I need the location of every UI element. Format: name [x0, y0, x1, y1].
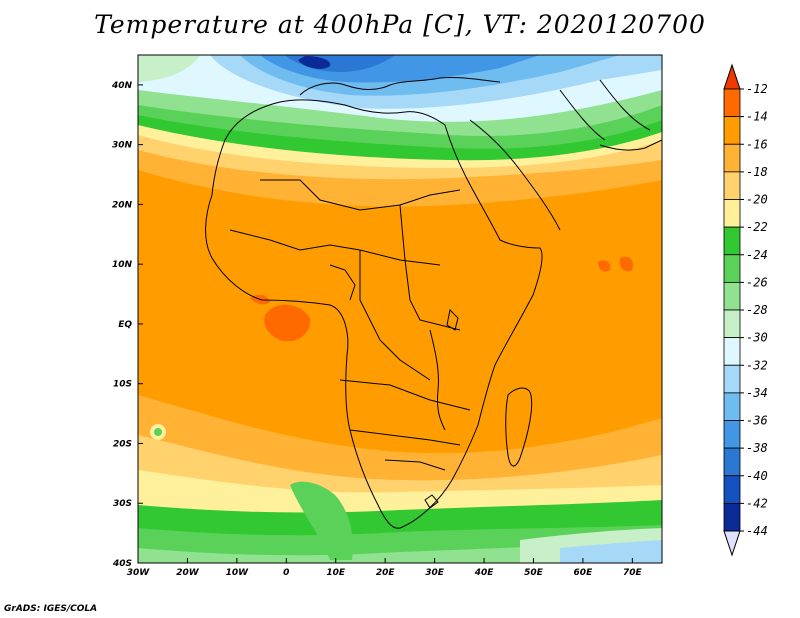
colorbar-swatch	[723, 392, 741, 421]
x-tick-label: 40E	[474, 568, 495, 578]
colorbar-label: -40	[746, 469, 768, 483]
colorbar-label: -44	[746, 524, 768, 538]
y-tick-label: 30N	[112, 141, 133, 151]
temperature-field	[138, 55, 662, 563]
colorbar-swatch	[723, 309, 741, 339]
latitude-axis: 40N 30N 20N 10N EQ 10S 20S 30S 40S	[111, 81, 143, 569]
colorbar-swatch	[723, 116, 741, 145]
x-tick-label: 70E	[623, 568, 643, 578]
y-tick-label: 40S	[112, 559, 132, 569]
colorbar-swatch	[723, 281, 741, 311]
colorbar-label: -32	[746, 358, 768, 372]
coastlines	[205, 77, 662, 529]
colorbar-swatch	[723, 364, 741, 394]
colorbar: -12 -14 -16 -18 -20 -22 -24 -26 -28 -30 -32 -34 -36 -…	[723, 63, 768, 557]
colorbar-swatch	[723, 143, 741, 173]
colorbar-bottom-arrow	[723, 530, 741, 557]
colorbar-swatch	[723, 171, 741, 200]
colorbar-swatch	[723, 420, 741, 449]
colorbar-swatch	[723, 475, 741, 504]
colorbar-label: -16	[746, 137, 768, 151]
colorbar-label: -20	[746, 193, 768, 207]
colorbar-swatch	[723, 88, 741, 118]
map-title: Temperature at 400hPa [C], VT: 202012070…	[94, 10, 706, 39]
footer-credit: GrADS: IGES/COLA	[4, 604, 98, 614]
colorbar-label: -34	[746, 386, 768, 400]
y-tick-label: 30S	[113, 499, 132, 509]
colorbar-label: -24	[746, 248, 768, 262]
longitude-axis: 30W 20W 10W 0 10E 20E 30E 40E 50E 60E 70E	[127, 558, 643, 578]
x-tick-label: 50E	[524, 568, 544, 578]
colorbar-label: -22	[746, 220, 768, 234]
colorbar-label: -30	[746, 331, 768, 345]
colorbar-swatch	[723, 502, 741, 532]
colorbar-swatch	[723, 337, 741, 366]
y-tick-label: 20N	[112, 200, 133, 210]
x-tick-label: 20E	[376, 568, 396, 578]
colorbar-top-arrow	[723, 63, 741, 90]
y-tick-label: 10N	[112, 260, 133, 270]
colorbar-label: -42	[746, 496, 768, 510]
y-tick-label: 40N	[111, 81, 133, 91]
y-tick-label: 20S	[113, 439, 132, 449]
map-frame	[137, 54, 663, 564]
colorbar-swatch	[723, 254, 741, 283]
x-tick-label: 20W	[176, 568, 200, 578]
x-tick-label: 10W	[226, 568, 250, 578]
colorbar-label: -28	[746, 303, 768, 317]
x-tick-label: 30W	[127, 568, 151, 578]
colorbar-swatch	[723, 226, 741, 256]
colorbar-label: -12	[746, 82, 768, 96]
colorbar-label: -38	[746, 441, 768, 455]
x-tick-label: 60E	[574, 568, 594, 578]
colorbar-label: -36	[746, 414, 768, 428]
x-tick-label: 0	[283, 568, 289, 578]
colorbar-label: -26	[746, 275, 768, 289]
y-tick-label: 10S	[113, 380, 132, 390]
colorbar-label: -18	[746, 165, 768, 179]
colorbar-label: -14	[746, 110, 768, 124]
y-tick-label: EQ	[118, 320, 132, 330]
colorbar-swatch	[723, 447, 741, 477]
x-tick-label: 10E	[326, 568, 346, 578]
colorbar-swatch	[723, 199, 741, 228]
x-tick-label: 30E	[425, 568, 445, 578]
